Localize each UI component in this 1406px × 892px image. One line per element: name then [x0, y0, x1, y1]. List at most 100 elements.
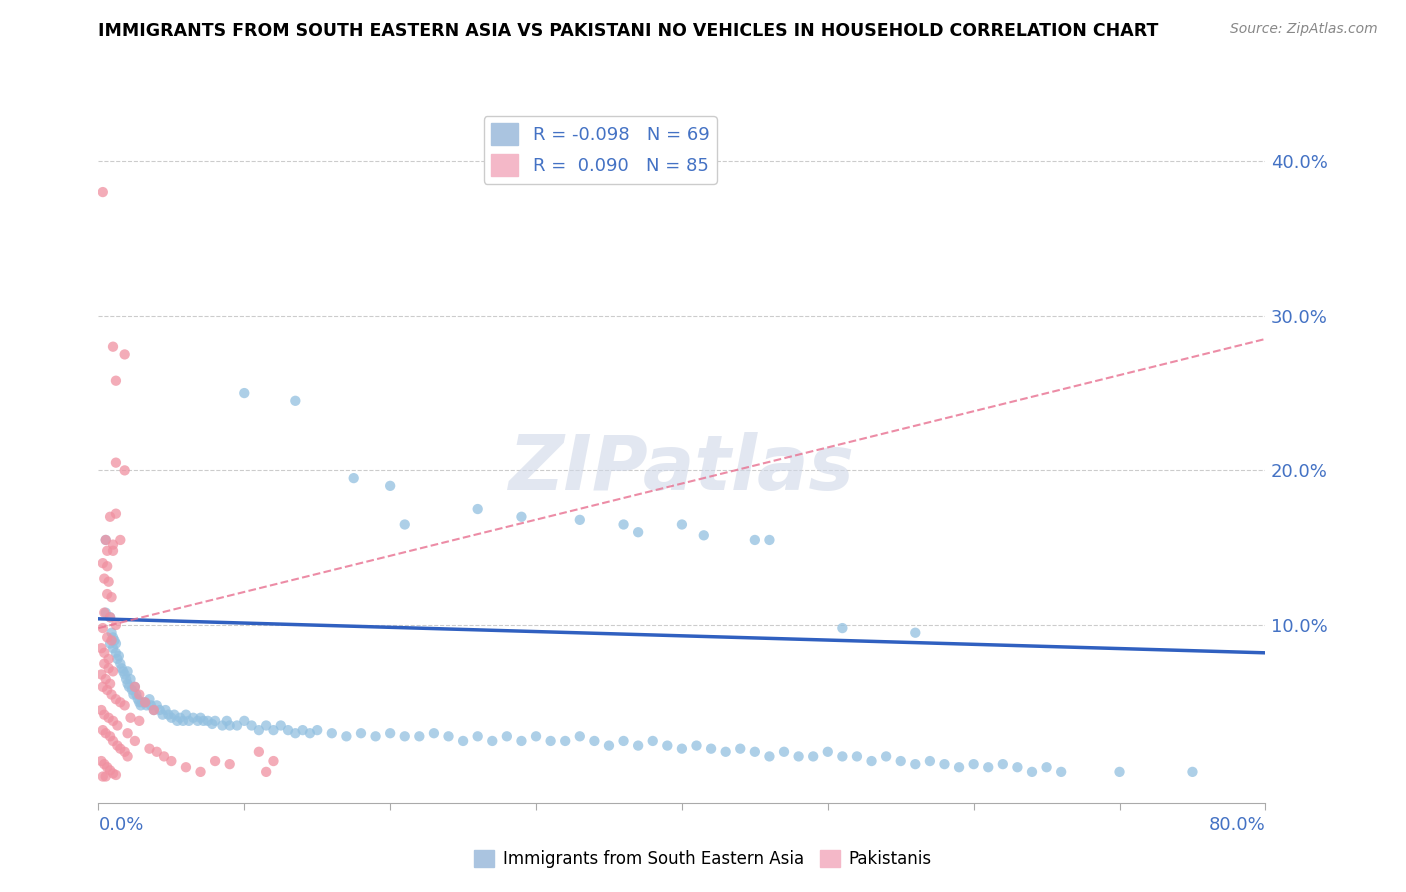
- Point: [134, 695, 156, 709]
- Point: [817, 745, 839, 759]
- Point: [110, 695, 132, 709]
- Point: [977, 760, 1000, 774]
- Point: [138, 741, 160, 756]
- Point: [104, 768, 127, 782]
- Point: [904, 625, 927, 640]
- Point: [142, 703, 165, 717]
- Y-axis label: No Vehicles in Household: No Vehicles in Household: [0, 359, 7, 551]
- Point: [94, 672, 117, 686]
- Point: [96, 543, 118, 558]
- Point: [163, 707, 186, 722]
- Point: [110, 657, 132, 671]
- Point: [437, 729, 460, 743]
- Point: [153, 749, 176, 764]
- Point: [277, 723, 299, 738]
- Text: ZIPatlas: ZIPatlas: [509, 432, 855, 506]
- Point: [104, 456, 127, 470]
- Point: [262, 723, 284, 738]
- Point: [934, 757, 956, 772]
- Point: [91, 621, 114, 635]
- Point: [125, 688, 148, 702]
- Point: [97, 574, 120, 589]
- Point: [118, 680, 141, 694]
- Legend: Immigrants from South Eastern Asia, Pakistanis: Immigrants from South Eastern Asia, Paki…: [468, 843, 938, 875]
- Text: Source: ZipAtlas.com: Source: ZipAtlas.com: [1230, 22, 1378, 37]
- Point: [91, 680, 114, 694]
- Point: [1181, 764, 1204, 779]
- Text: IMMIGRANTS FROM SOUTH EASTERN ASIA VS PAKISTANI NO VEHICLES IN HOUSEHOLD CORRELA: IMMIGRANTS FROM SOUTH EASTERN ASIA VS PA…: [98, 22, 1159, 40]
- Point: [174, 760, 197, 774]
- Point: [226, 718, 249, 732]
- Point: [110, 533, 132, 547]
- Point: [104, 636, 127, 650]
- Point: [114, 667, 136, 681]
- Point: [101, 734, 124, 748]
- Point: [157, 707, 180, 722]
- Text: 0.0%: 0.0%: [98, 816, 143, 834]
- Point: [758, 749, 780, 764]
- Point: [121, 682, 143, 697]
- Point: [93, 572, 115, 586]
- Point: [685, 739, 707, 753]
- Point: [101, 665, 124, 679]
- Point: [101, 340, 124, 354]
- Point: [96, 559, 118, 574]
- Point: [394, 517, 416, 532]
- Point: [321, 726, 343, 740]
- Point: [97, 661, 120, 675]
- Point: [193, 714, 215, 728]
- Point: [831, 621, 853, 635]
- Point: [700, 741, 723, 756]
- Point: [1108, 764, 1130, 779]
- Point: [96, 760, 118, 774]
- Point: [181, 711, 204, 725]
- Point: [100, 688, 122, 702]
- Point: [103, 633, 125, 648]
- Point: [671, 741, 693, 756]
- Point: [97, 652, 120, 666]
- Point: [1007, 760, 1029, 774]
- Point: [612, 517, 634, 532]
- Point: [152, 707, 174, 722]
- Point: [846, 749, 869, 764]
- Point: [98, 509, 121, 524]
- Point: [298, 726, 321, 740]
- Point: [218, 718, 240, 732]
- Point: [114, 347, 136, 361]
- Point: [758, 533, 780, 547]
- Point: [128, 695, 150, 709]
- Point: [172, 714, 194, 728]
- Point: [111, 661, 134, 675]
- Point: [110, 741, 132, 756]
- Point: [146, 698, 169, 713]
- Point: [211, 718, 233, 732]
- Point: [744, 745, 766, 759]
- Point: [101, 631, 124, 645]
- Point: [890, 754, 912, 768]
- Point: [101, 543, 124, 558]
- Point: [138, 692, 160, 706]
- Point: [284, 393, 307, 408]
- Point: [117, 677, 139, 691]
- Point: [201, 717, 224, 731]
- Point: [730, 741, 752, 756]
- Point: [93, 707, 115, 722]
- Point: [693, 528, 716, 542]
- Point: [91, 185, 114, 199]
- Point: [104, 507, 127, 521]
- Point: [105, 739, 128, 753]
- Point: [343, 471, 366, 485]
- Point: [112, 665, 135, 679]
- Point: [91, 556, 114, 570]
- Point: [215, 714, 238, 728]
- Point: [190, 711, 212, 725]
- Point: [105, 718, 128, 732]
- Point: [380, 726, 402, 740]
- Point: [114, 698, 136, 713]
- Point: [120, 672, 142, 686]
- Point: [128, 714, 150, 728]
- Point: [714, 745, 737, 759]
- Point: [93, 657, 115, 671]
- Point: [254, 764, 277, 779]
- Point: [254, 718, 277, 732]
